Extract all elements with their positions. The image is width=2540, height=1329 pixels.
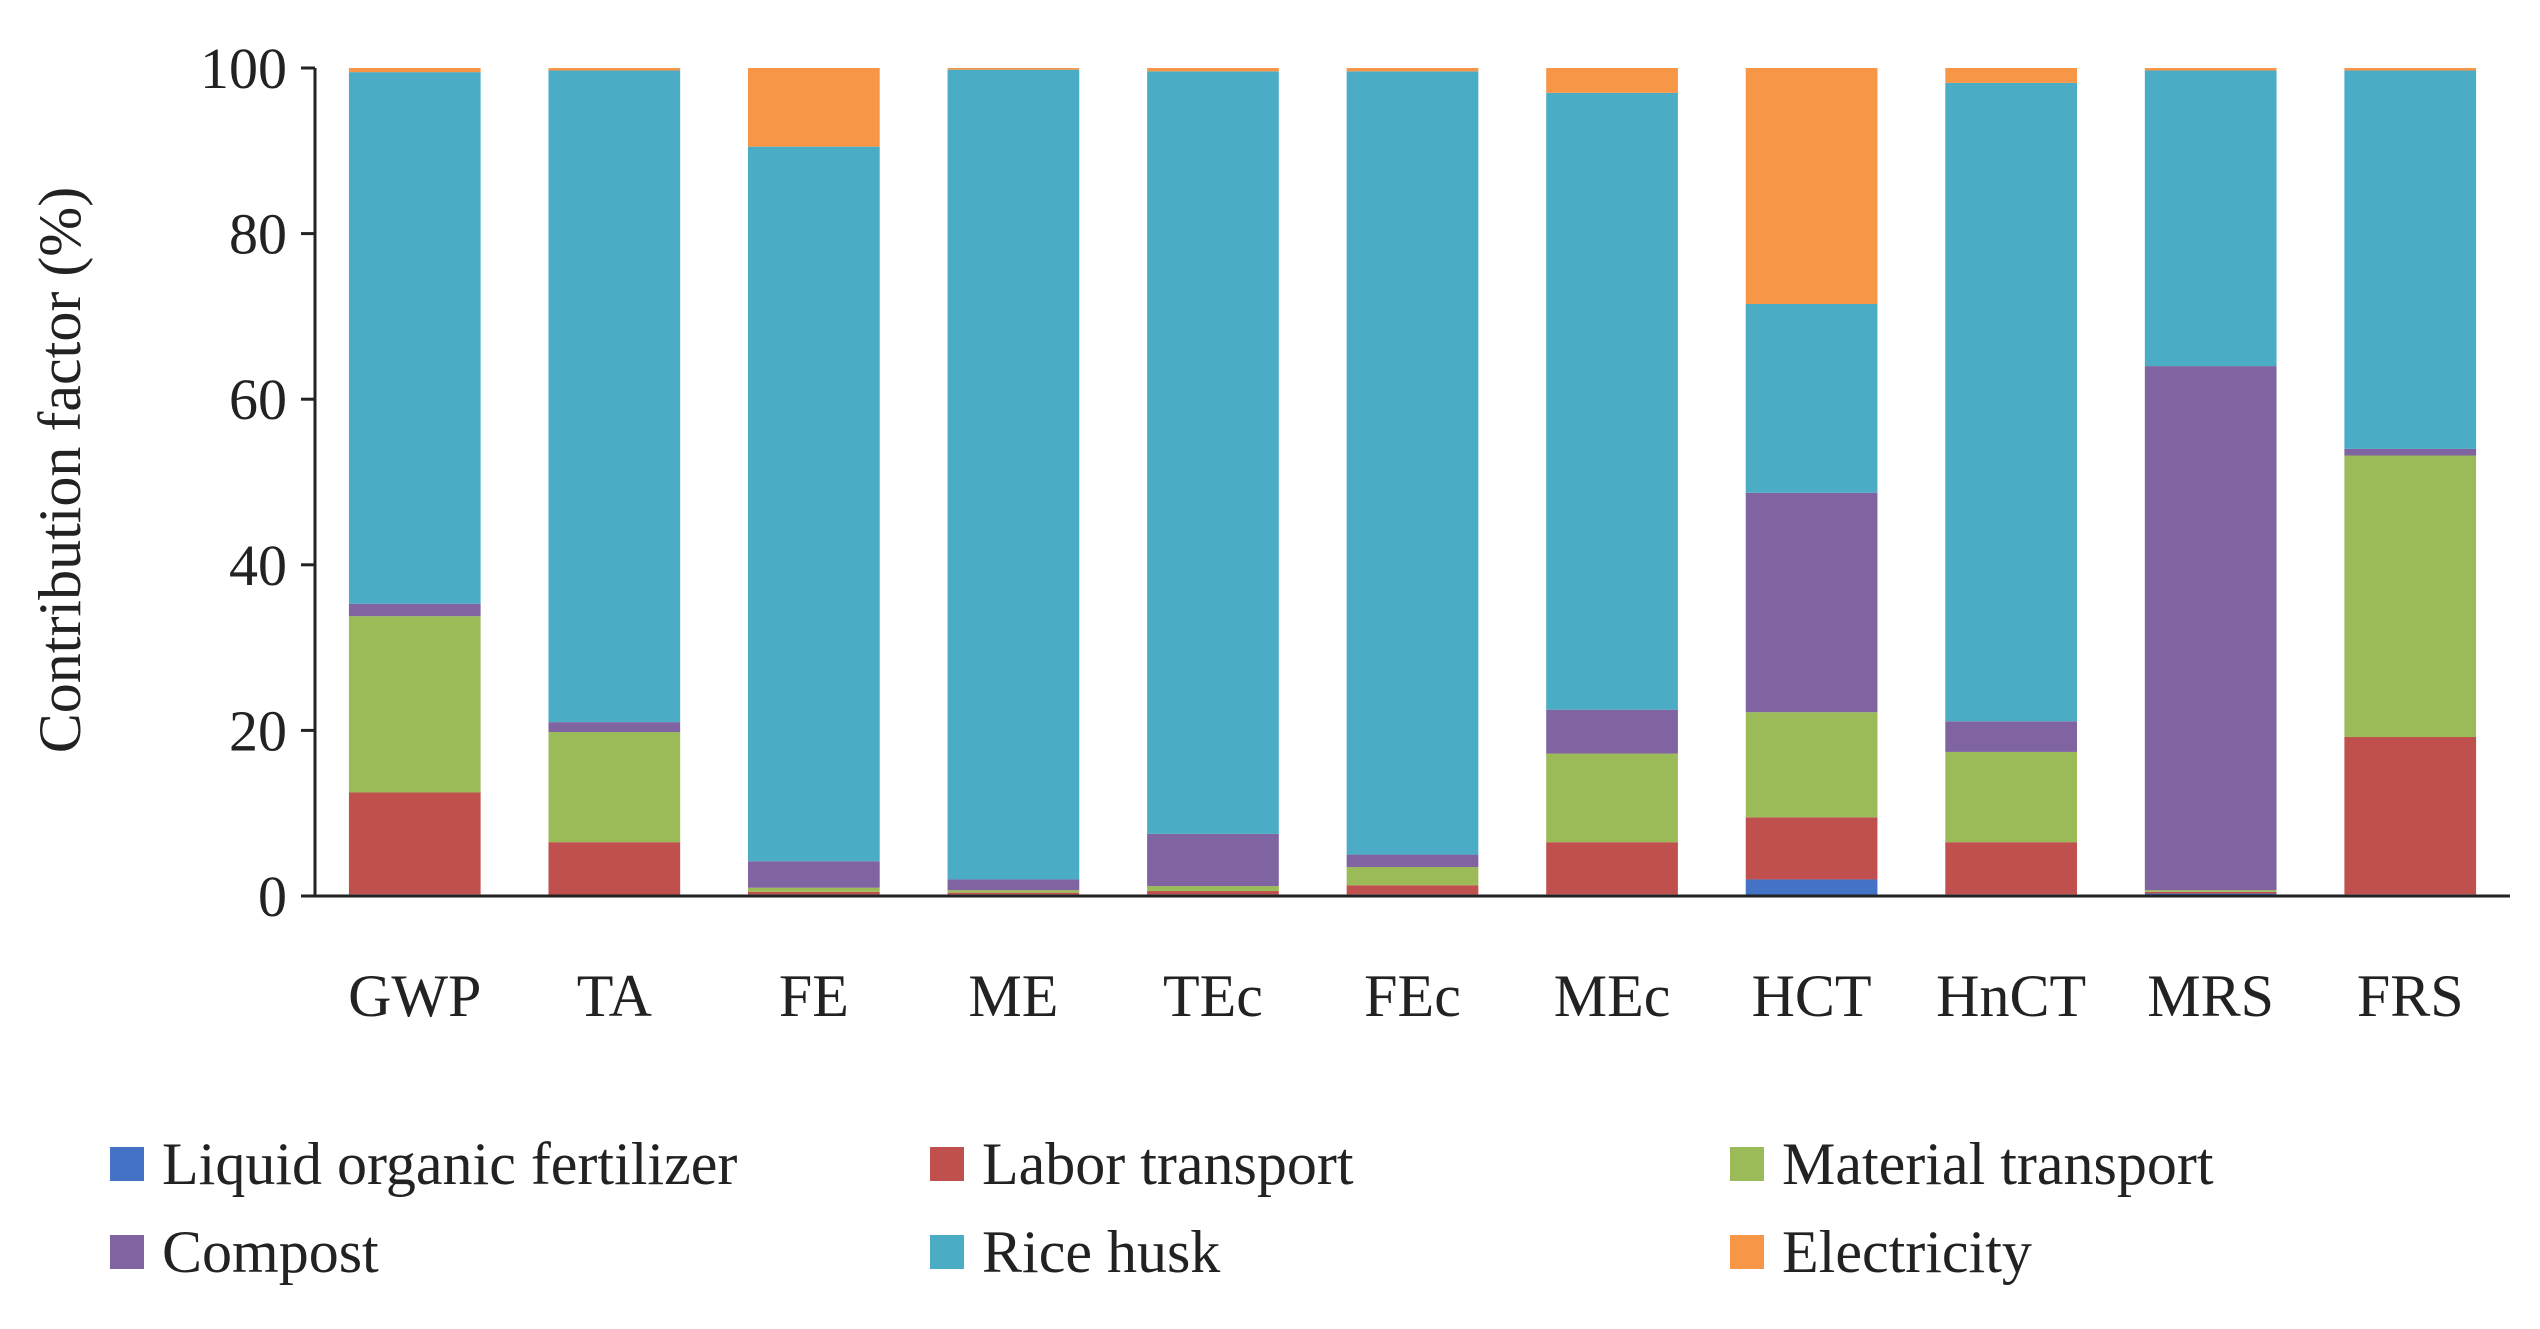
bar-segment-hct-electricity xyxy=(1745,68,1878,304)
bar-segment-mec-labor-transport xyxy=(1546,842,1678,895)
y-tick-label: 80 xyxy=(229,202,287,267)
bar-segment-tec-material-transport xyxy=(1147,886,1279,892)
x-tick-label: GWP xyxy=(348,963,481,1029)
bar-segment-mec-material-transport xyxy=(1546,753,1678,843)
x-tick-label: ME xyxy=(968,963,1058,1029)
bar-segment-fec-rice-husk xyxy=(1346,71,1479,855)
legend-label: Compost xyxy=(162,1219,379,1285)
bar-segment-hct-material-transport xyxy=(1745,712,1878,818)
legend-label: Labor transport xyxy=(982,1131,1354,1197)
bar-segment-hnct-rice-husk xyxy=(1945,82,2077,722)
bar-segment-fe-compost xyxy=(748,861,880,888)
bar-segment-hct-labor-transport xyxy=(1745,817,1878,880)
bar-segment-mrs-rice-husk xyxy=(2144,70,2277,367)
legend-item-electricity: Electricity xyxy=(1730,1219,2032,1285)
bar-segment-fe-rice-husk xyxy=(748,146,880,862)
axes-layer xyxy=(301,66,2510,898)
bar-segment-hnct-electricity xyxy=(1945,68,2077,83)
legend-label: Material transport xyxy=(1782,1131,2214,1197)
bar-segment-ta-material-transport xyxy=(548,732,681,843)
bar-segment-hct-rice-husk xyxy=(1745,303,1878,493)
y-tick-label: 100 xyxy=(200,36,287,101)
y-tick-label: 40 xyxy=(229,533,287,598)
bar-segment-mrs-material-transport xyxy=(2144,890,2277,892)
legend-swatch xyxy=(110,1235,144,1269)
x-tick-label: MEc xyxy=(1554,963,1671,1029)
bar-segment-hct-liquid-organic-fertilizer xyxy=(1745,879,1878,896)
bar-segment-frs-labor-transport xyxy=(2344,737,2477,895)
bar-segment-fec-electricity xyxy=(1346,68,1479,72)
x-tick-label: FRS xyxy=(2357,963,2464,1029)
bar-segment-ta-labor-transport xyxy=(548,842,681,896)
bar-segment-gwp-labor-transport xyxy=(348,792,481,895)
bar-segment-mec-electricity xyxy=(1546,68,1678,93)
legend-item-labor-transport: Labor transport xyxy=(930,1131,1354,1197)
legend-label: Liquid organic fertilizer xyxy=(162,1131,737,1197)
bar-segment-fec-labor-transport xyxy=(1346,885,1479,895)
bar-segment-fec-material-transport xyxy=(1346,867,1479,886)
legend: Liquid organic fertilizer Labor transport… xyxy=(110,1131,2214,1285)
legend-item-material-transport: Material transport xyxy=(1730,1131,2214,1197)
legend-item-liquid-organic-fertilizer: Liquid organic fertilizer xyxy=(110,1131,737,1197)
y-tick-label: 20 xyxy=(229,698,287,763)
legend-item-compost: Compost xyxy=(110,1219,379,1285)
y-axis-title: Contribution factor (%) xyxy=(27,187,93,754)
x-tick-label: MRS xyxy=(2147,963,2274,1029)
bar-segment-me-electricity xyxy=(947,68,1080,70)
bar-segment-frs-rice-husk xyxy=(2344,70,2477,449)
bar-segment-gwp-electricity xyxy=(348,68,481,73)
legend-item-rice-husk: Rice husk xyxy=(930,1219,1220,1285)
x-tick-label: HCT xyxy=(1752,963,1872,1029)
bar-segment-fec-compost xyxy=(1346,854,1479,868)
bar-segment-hnct-labor-transport xyxy=(1945,842,2077,895)
x-tick-label: TEc xyxy=(1163,963,1263,1029)
bar-segment-me-compost xyxy=(947,879,1080,891)
bar-segment-gwp-compost xyxy=(348,603,481,617)
legend-swatch xyxy=(1730,1235,1764,1269)
bar-segment-hct-compost xyxy=(1745,492,1878,713)
legend-label: Rice husk xyxy=(982,1219,1220,1285)
y-tick-labels: 0 20 40 60 80 100 xyxy=(200,36,287,929)
bar-segment-fe-electricity xyxy=(748,68,880,147)
bar-segment-tec-rice-husk xyxy=(1147,71,1279,834)
legend-swatch xyxy=(930,1147,964,1181)
y-tick-label: 0 xyxy=(258,864,287,929)
x-tick-label: FE xyxy=(779,963,849,1029)
bar-segment-hnct-compost xyxy=(1945,721,2077,752)
bar-segment-mec-compost xyxy=(1546,709,1678,754)
bar-segment-frs-electricity xyxy=(2344,68,2477,71)
legend-label: Electricity xyxy=(1782,1219,2032,1285)
bar-segment-me-labor-transport xyxy=(947,892,1080,895)
bar-segment-frs-compost xyxy=(2344,448,2477,456)
x-tick-label: TA xyxy=(577,963,652,1029)
bar-segment-me-material-transport xyxy=(947,890,1080,893)
bar-segment-gwp-material-transport xyxy=(348,616,481,793)
bar-segment-ta-compost xyxy=(548,722,681,733)
bar-segment-tec-labor-transport xyxy=(1147,891,1279,895)
bar-segment-fe-material-transport xyxy=(748,887,880,892)
bar-segment-ta-rice-husk xyxy=(548,70,681,723)
bar-segment-mrs-labor-transport xyxy=(2144,891,2277,894)
x-tick-labels: GWP TA FE ME TEc FEc MEc HCT HnCT MRS FRS xyxy=(348,963,2464,1029)
bar-segment-gwp-rice-husk xyxy=(348,72,481,604)
bar-segment-fe-labor-transport xyxy=(748,891,880,895)
legend-swatch xyxy=(930,1235,964,1269)
bar-segment-mrs-compost xyxy=(2144,366,2277,891)
bar-segment-mrs-electricity xyxy=(2144,68,2277,71)
bar-segment-frs-material-transport xyxy=(2344,455,2477,738)
bars-layer xyxy=(348,68,2477,896)
bar-segment-me-rice-husk xyxy=(947,69,1080,880)
x-tick-label: HnCT xyxy=(1936,963,2086,1029)
bar-segment-tec-electricity xyxy=(1147,68,1279,72)
legend-swatch xyxy=(1730,1147,1764,1181)
bar-segment-tec-compost xyxy=(1147,833,1279,887)
legend-swatch xyxy=(110,1147,144,1181)
x-tick-label: FEc xyxy=(1364,963,1461,1029)
bar-segment-hnct-material-transport xyxy=(1945,751,2077,843)
y-tick-label: 60 xyxy=(229,367,287,432)
bar-segment-ta-electricity xyxy=(548,68,681,71)
bar-segment-mec-rice-husk xyxy=(1546,92,1678,710)
